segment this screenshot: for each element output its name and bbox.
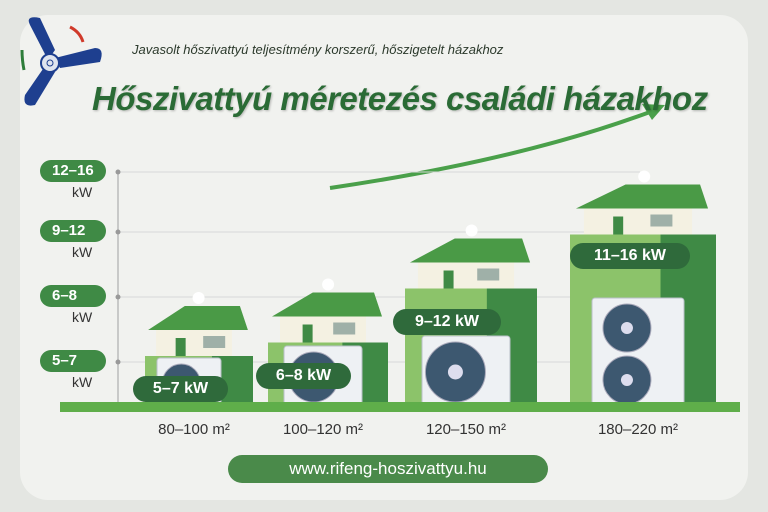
chimney-smoke	[192, 292, 205, 304]
bar	[268, 278, 388, 410]
bar-value-label: 9–12 kW	[393, 308, 501, 335]
house-door	[175, 338, 186, 356]
house-window	[477, 268, 500, 281]
house-roof	[409, 238, 531, 263]
bar-value-label: 5–7 kW	[133, 376, 228, 402]
fan-icon	[20, 17, 102, 106]
house-window	[333, 322, 356, 335]
tick-dot	[115, 169, 121, 175]
house-door	[613, 216, 624, 235]
x-category-label: 180–220 m²	[597, 421, 679, 438]
tick-dot	[115, 229, 121, 235]
chimney-smoke	[465, 224, 478, 237]
y-tick-label: 6–8	[40, 285, 106, 307]
tick-dot	[115, 294, 121, 300]
fan-hub	[620, 322, 633, 334]
y-tick-label: 12–16	[40, 160, 106, 182]
bar-value-label: 11–16 kW	[570, 242, 690, 269]
arrow-head	[642, 104, 665, 120]
y-tick-label: 5–7	[40, 350, 106, 372]
page-title: Hőszivattyú méretezés családi házakhoz	[92, 80, 708, 117]
fan-hub	[620, 374, 633, 386]
house-roof	[272, 292, 382, 317]
y-tick-unit: kW	[72, 309, 93, 325]
y-tick-unit: kW	[72, 184, 93, 200]
house-door	[302, 324, 313, 343]
bar	[570, 170, 716, 410]
x-category-label: 100–120 m²	[282, 421, 364, 438]
house-window	[203, 336, 226, 348]
growth-arrow	[329, 110, 651, 190]
house-wall	[417, 260, 515, 289]
y-tick-unit: kW	[72, 244, 93, 260]
bar	[405, 224, 537, 410]
house-wall	[583, 206, 693, 235]
chimney-smoke	[322, 278, 335, 291]
house-roof	[575, 184, 709, 209]
fan-hub	[447, 364, 463, 380]
x-category-label: 80–100 m²	[158, 421, 230, 438]
website-link[interactable]: www.rifeng-hoszivattyu.hu	[228, 455, 548, 483]
y-tick-label: 9–12	[40, 220, 106, 242]
bar-value-label: 6–8 kW	[256, 362, 351, 389]
subtitle: Javasolt hőszivattyú teljesítmény korsze…	[132, 42, 504, 57]
house-window	[650, 214, 673, 227]
chimney-smoke	[638, 170, 651, 183]
house-roof	[148, 306, 248, 330]
y-tick-unit: kW	[72, 374, 93, 390]
tick-dot	[115, 359, 121, 365]
house-door	[443, 270, 454, 289]
ground-grass	[60, 402, 740, 412]
x-category-label: 120–150 m²	[425, 421, 507, 438]
